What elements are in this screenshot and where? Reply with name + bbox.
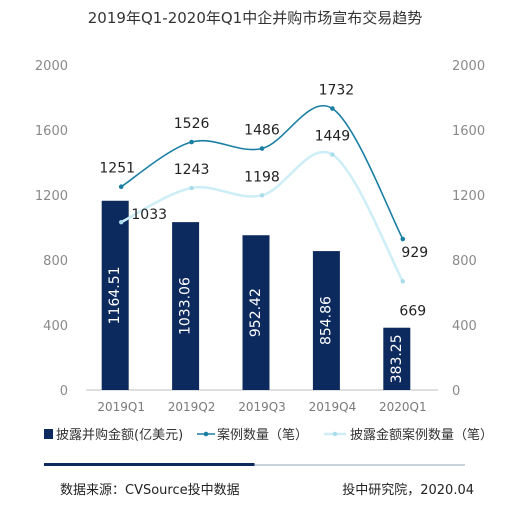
bars xyxy=(101,200,411,390)
line-value-label-cases: 1251 xyxy=(99,161,135,177)
bar-value-label: 383.25 xyxy=(389,334,405,383)
x-tick-label: 2020Q1 xyxy=(379,400,427,414)
legend-label: 披露金额案例数量（笔） xyxy=(350,427,493,443)
line-value-label-cases: 1732 xyxy=(319,83,355,99)
source-note: 数据来源：CVSource投中数据 xyxy=(60,483,240,498)
line-value-label-cases: 929 xyxy=(401,245,428,261)
bar xyxy=(172,222,200,390)
y-tick-label-left: 800 xyxy=(43,254,68,269)
bar xyxy=(101,200,129,390)
bar xyxy=(383,327,411,390)
series-line-disclosed-cases xyxy=(120,150,404,282)
credit-note: 投中研究院，2020.04 xyxy=(342,483,474,498)
legend-swatch-bar xyxy=(44,429,53,439)
bar xyxy=(242,235,270,390)
line-value-label-disclosed-cases: 1243 xyxy=(174,162,210,178)
line-value-label-disclosed-cases: 1198 xyxy=(244,169,280,185)
series-point-cases xyxy=(189,139,194,145)
series-point-disclosed-cases xyxy=(400,279,405,284)
bar xyxy=(312,251,340,390)
chart-title: 2019年Q1-2020年Q1中企并购市场宣布交易趋势 xyxy=(88,9,422,27)
legend-marker-cases xyxy=(203,431,209,437)
x-tick-label: 2019Q4 xyxy=(309,400,357,414)
y-tick-label-left: 1600 xyxy=(35,124,68,139)
y-tick-label-left: 1200 xyxy=(35,189,68,204)
legend-label: 案例数量（笔） xyxy=(217,427,308,443)
bar-value-label: 952.42 xyxy=(248,288,264,337)
series-point-disclosed-cases xyxy=(259,193,265,198)
y-tick-label-right: 1600 xyxy=(452,124,485,139)
line-value-label-disclosed-cases: 1449 xyxy=(315,129,351,145)
legend: 披露并购金额(亿美元) 案例数量（笔） 披露金额案例数量（笔） xyxy=(44,427,493,443)
y-tick-label-left: 400 xyxy=(43,319,68,334)
series-point-cases xyxy=(118,184,124,190)
line-value-label-disclosed-cases: 1033 xyxy=(131,207,167,223)
y-tick-label-right: 1200 xyxy=(452,189,485,204)
y-tick-label-right: 2000 xyxy=(452,59,485,74)
series-line-cases xyxy=(120,105,404,240)
y-tick-label-left: 2000 xyxy=(35,59,68,74)
series-point-disclosed-cases xyxy=(330,152,335,157)
series-point-cases xyxy=(259,146,265,151)
y-tick-label-left: 0 xyxy=(60,384,68,399)
series-point-cases xyxy=(400,236,406,242)
progress-fill xyxy=(44,463,255,466)
bar-value-label: 854.86 xyxy=(318,296,334,345)
legend-marker-disclosed xyxy=(332,431,338,437)
y-tick-label-right: 800 xyxy=(452,254,477,269)
lines xyxy=(118,105,406,284)
progress-bar xyxy=(44,463,465,466)
x-tick-label: 2019Q3 xyxy=(238,400,286,414)
line-value-label-disclosed-cases: 669 xyxy=(399,303,426,319)
bar-value-label: 1164.51 xyxy=(107,266,123,324)
y-tick-label-right: 0 xyxy=(452,384,460,399)
x-tick-label: 2019Q1 xyxy=(97,400,145,414)
data-labels: 1164.51 1033.06 952.42 854.86 383.25 1251 1526… xyxy=(99,83,428,384)
series-point-disclosed-cases xyxy=(189,185,194,191)
legend-label: 披露并购金额(亿美元) xyxy=(56,427,183,443)
x-tick-label: 2019Q2 xyxy=(168,400,216,414)
series-point-cases xyxy=(330,106,335,111)
axes: 0 0 400 400 800 800 1200 1200 1600 1600 2000 2000 20… xyxy=(35,59,485,414)
line-value-label-cases: 1526 xyxy=(174,116,210,132)
bar-value-label: 1033.06 xyxy=(178,277,194,335)
line-value-label-cases: 1486 xyxy=(244,123,280,139)
series-point-disclosed-cases xyxy=(119,219,124,225)
y-tick-label-right: 400 xyxy=(452,319,477,334)
